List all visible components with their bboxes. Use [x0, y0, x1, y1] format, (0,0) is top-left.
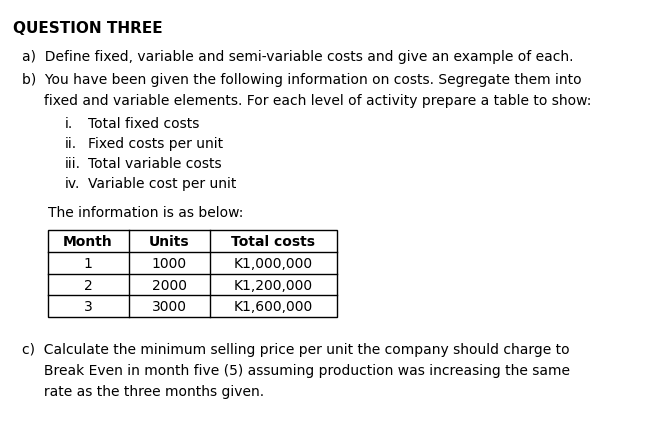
Text: 1000: 1000 — [151, 256, 187, 270]
Text: Total fixed costs: Total fixed costs — [88, 117, 199, 131]
Bar — [48, 230, 337, 317]
Text: a)  Define fixed, variable and semi-variable costs and give an example of each.: a) Define fixed, variable and semi-varia… — [22, 50, 573, 64]
Text: K1,600,000: K1,600,000 — [234, 299, 313, 314]
Text: Total costs: Total costs — [231, 234, 315, 248]
Text: The information is as below:: The information is as below: — [48, 205, 243, 219]
Text: K1,200,000: K1,200,000 — [234, 278, 313, 292]
Text: iv.: iv. — [65, 177, 81, 191]
Text: fixed and variable elements. For each level of activity prepare a table to show:: fixed and variable elements. For each le… — [22, 94, 591, 108]
Text: Total variable costs: Total variable costs — [88, 157, 222, 171]
Text: Break Even in month five (5) assuming production was increasing the same: Break Even in month five (5) assuming pr… — [22, 363, 570, 377]
Text: Variable cost per unit: Variable cost per unit — [88, 177, 236, 191]
Text: 3000: 3000 — [152, 299, 187, 314]
Text: 3: 3 — [84, 299, 92, 314]
Text: Units: Units — [148, 234, 189, 248]
Text: QUESTION THREE: QUESTION THREE — [13, 21, 162, 36]
Text: ii.: ii. — [65, 137, 77, 151]
Text: K1,000,000: K1,000,000 — [234, 256, 313, 270]
Text: 2000: 2000 — [152, 278, 187, 292]
Text: c)  Calculate the minimum selling price per unit the company should charge to: c) Calculate the minimum selling price p… — [22, 343, 569, 357]
Text: 1: 1 — [84, 256, 92, 270]
Text: Fixed costs per unit: Fixed costs per unit — [88, 137, 223, 151]
Text: b)  You have been given the following information on costs. Segregate them into: b) You have been given the following inf… — [22, 73, 581, 87]
Text: Month: Month — [63, 234, 113, 248]
Text: iii.: iii. — [65, 157, 81, 171]
Text: rate as the three months given.: rate as the three months given. — [22, 384, 263, 398]
Text: i.: i. — [65, 117, 73, 131]
Text: 2: 2 — [84, 278, 92, 292]
